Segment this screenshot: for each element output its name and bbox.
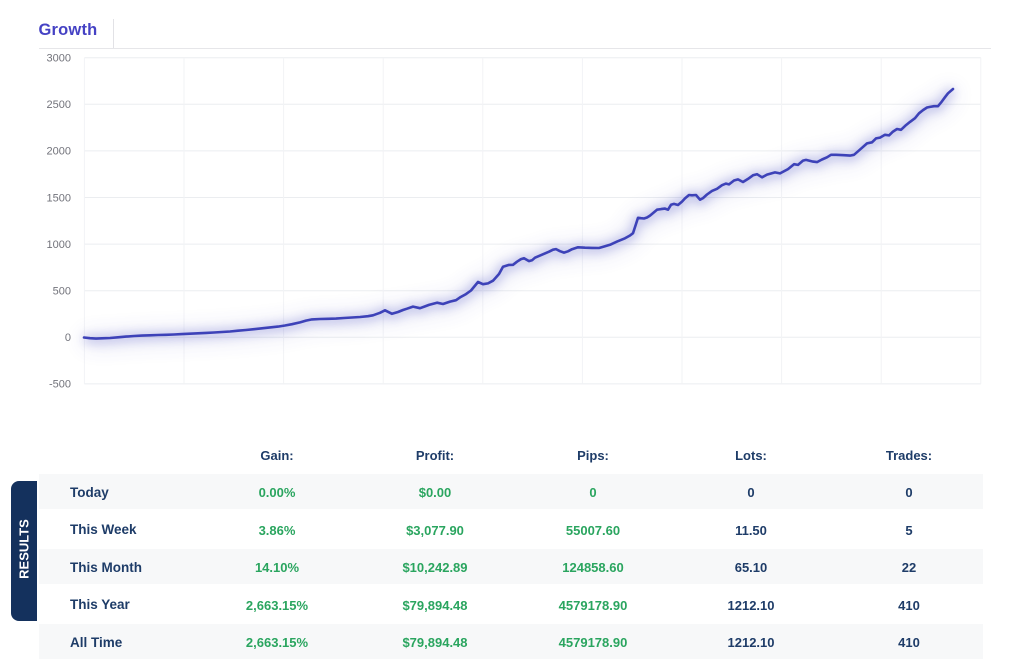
svg-text:1000: 1000 — [47, 239, 71, 251]
svg-text:500: 500 — [53, 286, 71, 298]
svg-text:2500: 2500 — [47, 99, 71, 111]
svg-text:1500: 1500 — [47, 192, 71, 204]
svg-text:3000: 3000 — [47, 53, 71, 65]
svg-text:2000: 2000 — [47, 146, 71, 158]
svg-text:0: 0 — [65, 332, 71, 344]
svg-text:-500: -500 — [49, 379, 71, 391]
